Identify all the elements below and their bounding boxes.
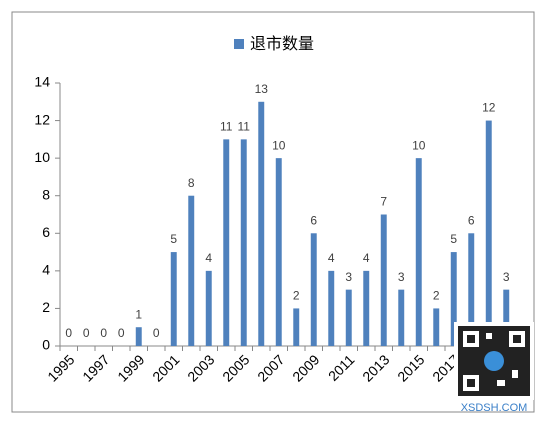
y-tick-label: 8: [42, 186, 50, 202]
bar: [275, 158, 282, 346]
value-label: 0: [100, 326, 107, 340]
bar: [328, 270, 335, 346]
value-label: 10: [412, 138, 426, 152]
value-label: 1: [135, 307, 142, 321]
watermark: XSDSH.COM: [461, 402, 528, 414]
x-tick-label: 1997: [79, 351, 112, 384]
value-label: 5: [170, 232, 177, 246]
value-label: 6: [468, 213, 475, 227]
legend-swatch: [234, 39, 244, 49]
x-tick-label: 2011: [325, 351, 358, 384]
x-tick-label: 2013: [359, 351, 392, 384]
bar: [188, 195, 195, 346]
value-label: 0: [118, 326, 125, 340]
bar: [240, 139, 247, 346]
bar: [503, 289, 510, 346]
value-label: 3: [503, 270, 510, 284]
qr-code: [454, 322, 534, 400]
value-label: 6: [310, 213, 317, 227]
y-tick-label: 12: [34, 111, 50, 127]
value-label: 3: [398, 270, 405, 284]
bar: [310, 233, 317, 346]
bar: [433, 308, 440, 346]
bar: [223, 139, 230, 346]
x-tick-label: 1999: [114, 351, 147, 384]
x-tick-label: 2015: [394, 351, 427, 384]
value-label: 0: [83, 326, 90, 340]
value-label: 11: [220, 120, 233, 134]
y-tick-label: 10: [34, 149, 50, 165]
bar: [205, 270, 212, 346]
y-tick-label: 6: [42, 224, 50, 240]
value-label: 0: [153, 326, 160, 340]
legend-label: 退市数量: [250, 35, 314, 53]
bar: [345, 289, 352, 346]
x-tick-label: 2009: [289, 351, 322, 384]
x-tick-label: 1995: [44, 351, 77, 384]
x-tick-label: 2007: [254, 351, 287, 384]
value-label: 7: [380, 195, 387, 209]
value-label: 3: [345, 270, 352, 284]
bar: [415, 158, 422, 346]
value-label: 2: [433, 289, 440, 303]
y-tick-label: 2: [42, 299, 50, 315]
value-label: 5: [450, 232, 457, 246]
bar: [380, 214, 387, 346]
x-tick-label: 2001: [149, 351, 182, 384]
bar: [363, 270, 370, 346]
y-tick-label: 0: [42, 337, 50, 353]
bar: [135, 327, 142, 346]
bar: [398, 289, 405, 346]
bar: [293, 308, 300, 346]
bar: [485, 120, 492, 346]
x-tick-label: 2003: [184, 351, 217, 384]
value-label: 12: [482, 101, 496, 115]
value-label: 4: [363, 251, 370, 265]
value-label: 13: [255, 82, 269, 96]
bar: [258, 101, 265, 347]
value-label: 10: [272, 138, 286, 152]
y-tick-label: 4: [42, 262, 50, 278]
value-label: 4: [205, 251, 212, 265]
bar: [170, 252, 177, 346]
x-tick-label: 2005: [219, 351, 252, 384]
y-tick-label: 14: [34, 74, 50, 90]
bar: [468, 233, 475, 346]
value-label: 2: [293, 289, 300, 303]
value-label: 4: [328, 251, 335, 265]
bar: [450, 252, 457, 346]
value-label: 8: [188, 176, 195, 190]
value-label: 11: [238, 120, 251, 134]
frame: [11, 11, 535, 413]
value-label: 0: [65, 326, 72, 340]
